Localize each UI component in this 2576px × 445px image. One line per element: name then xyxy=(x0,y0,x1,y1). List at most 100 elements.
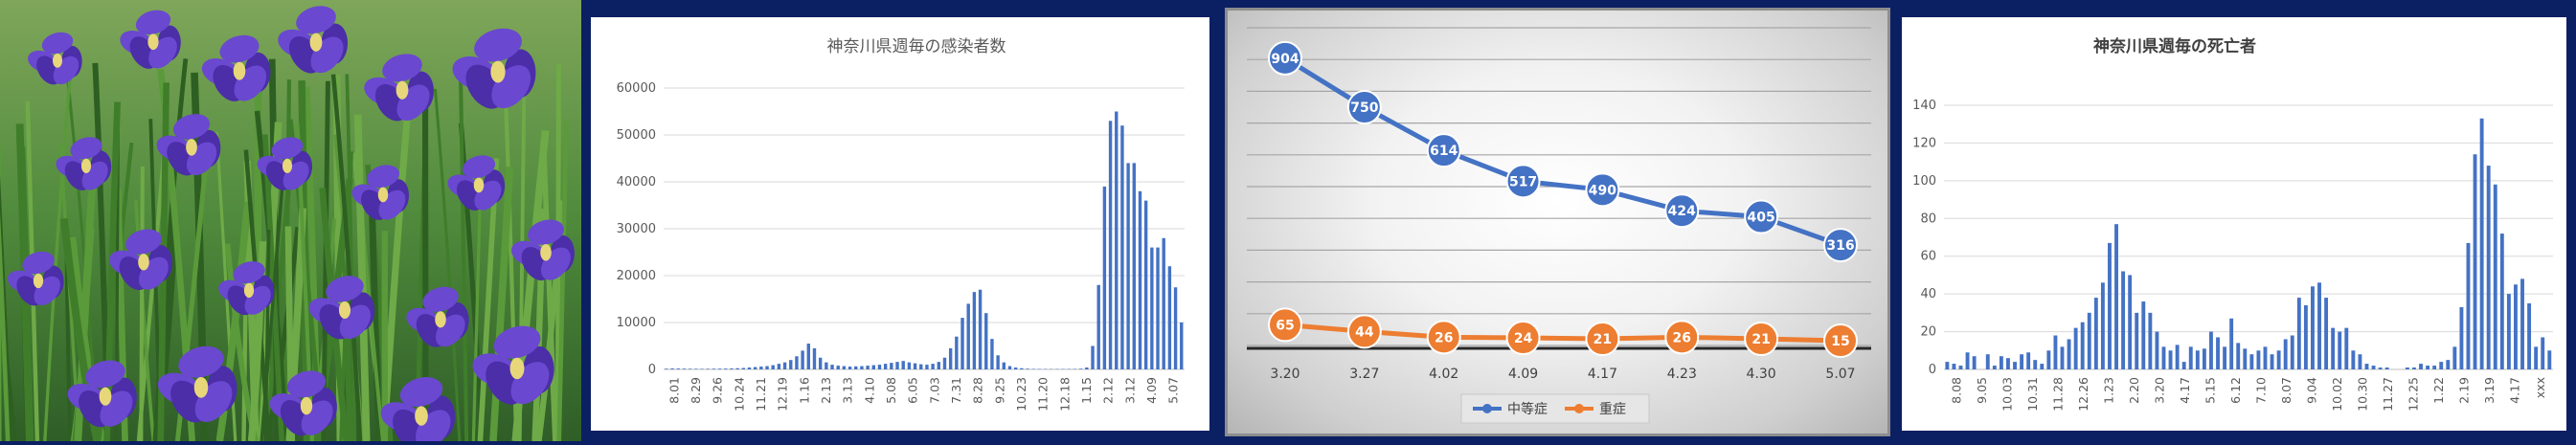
bar xyxy=(2068,339,2071,369)
bar xyxy=(813,348,816,369)
x-tick-label: 8.29 xyxy=(689,377,703,404)
bar xyxy=(908,363,911,369)
bar xyxy=(2467,243,2471,369)
bar xyxy=(1966,352,1970,369)
bar xyxy=(742,368,745,369)
y-tick-label: 140 xyxy=(1912,99,1936,113)
x-tick-label: 4.17 xyxy=(1588,367,1617,382)
legend-marker xyxy=(1574,404,1584,413)
x-tick-label: 2.19 xyxy=(2456,377,2471,404)
bar xyxy=(2006,358,2010,369)
bar xyxy=(2474,154,2477,369)
bar xyxy=(843,367,846,369)
bar xyxy=(2406,367,2409,369)
x-tick-label: 1.16 xyxy=(797,377,811,404)
bar xyxy=(789,360,792,369)
bar xyxy=(2081,323,2085,369)
bar xyxy=(2182,362,2186,369)
bar xyxy=(795,356,798,369)
x-tick-label: 10.24 xyxy=(732,377,746,412)
bar xyxy=(872,366,875,369)
bar xyxy=(1945,362,1949,369)
bar xyxy=(2033,360,2037,369)
bar xyxy=(2196,350,2200,369)
x-tick-label: 12.19 xyxy=(776,377,790,412)
bar xyxy=(2365,364,2369,369)
bar xyxy=(2419,364,2423,369)
bar xyxy=(949,348,952,369)
bar xyxy=(925,365,928,369)
bar xyxy=(943,358,946,369)
bar xyxy=(2040,364,2044,369)
bar xyxy=(895,362,898,369)
bar xyxy=(2527,303,2531,369)
bar xyxy=(973,292,976,369)
x-tick-label: 9.25 xyxy=(992,377,1006,404)
bar xyxy=(2358,354,2361,369)
x-tick-label: 8.08 xyxy=(1949,377,1963,404)
y-tick-label: 120 xyxy=(1912,136,1936,150)
y-tick-label: 20 xyxy=(1920,325,1936,340)
x-tick-label: 10.03 xyxy=(2000,377,2014,412)
bar xyxy=(772,366,775,369)
x-tick-label: 3.13 xyxy=(841,377,855,404)
bar xyxy=(2128,275,2132,369)
y-tick-label: 0 xyxy=(1929,363,1936,377)
bar xyxy=(2053,336,2057,369)
bar xyxy=(2284,339,2288,369)
bar xyxy=(694,368,697,369)
x-tick-label: 2.20 xyxy=(2127,377,2141,404)
bar xyxy=(2256,350,2260,369)
bar xyxy=(938,362,940,369)
x-tick-label: 7.03 xyxy=(927,377,941,404)
y-tick-label: 60000 xyxy=(617,81,656,96)
bar xyxy=(1139,191,1141,369)
bar xyxy=(748,367,751,369)
x-tick-label: 10.30 xyxy=(2355,377,2369,412)
bar xyxy=(854,367,857,369)
bar xyxy=(1952,364,1955,369)
bar xyxy=(2412,367,2416,369)
bar xyxy=(931,364,934,369)
x-tick-label: 3.12 xyxy=(1122,377,1137,404)
bar xyxy=(1993,366,1997,369)
bar xyxy=(979,290,982,369)
y-tick-label: 40000 xyxy=(617,175,656,189)
bar xyxy=(735,368,738,369)
bar xyxy=(2176,345,2180,369)
bar xyxy=(2114,224,2118,369)
bar xyxy=(860,367,863,369)
bar xyxy=(689,368,691,369)
bar xyxy=(2304,305,2308,369)
bar xyxy=(2446,360,2450,369)
bar xyxy=(2236,343,2240,369)
x-tick-label: 9.26 xyxy=(711,377,725,404)
bar xyxy=(2101,282,2105,369)
x-tick-label: 11.21 xyxy=(754,377,768,412)
bar xyxy=(2311,286,2315,369)
bar xyxy=(2351,350,2355,369)
bar xyxy=(890,363,893,369)
bar xyxy=(990,339,993,369)
bar xyxy=(754,367,757,369)
bar xyxy=(2108,243,2112,369)
bar xyxy=(2338,332,2341,369)
chart-title: 神奈川県週毎の感染者数 xyxy=(827,37,1006,56)
bar xyxy=(2216,337,2220,369)
bar xyxy=(1174,287,1177,369)
x-tick-label: 5.07 xyxy=(1825,367,1855,382)
data-label: 21 xyxy=(1593,332,1612,347)
x-tick-label: 12.26 xyxy=(2076,377,2090,412)
x-tick-label: 11.28 xyxy=(2050,377,2065,412)
infections-bar-chart: 神奈川県週毎の感染者数 0100002000030000400005000060… xyxy=(591,17,1209,431)
data-label: 614 xyxy=(1430,144,1457,159)
bar xyxy=(1003,363,1006,369)
y-tick-label: 10000 xyxy=(617,316,656,330)
bar xyxy=(1109,121,1112,369)
x-tick-label: 8.07 xyxy=(2279,377,2294,404)
bar xyxy=(2344,328,2348,369)
bar xyxy=(2331,328,2335,369)
y-tick-label: 80 xyxy=(1920,211,1936,226)
bar xyxy=(801,350,803,369)
